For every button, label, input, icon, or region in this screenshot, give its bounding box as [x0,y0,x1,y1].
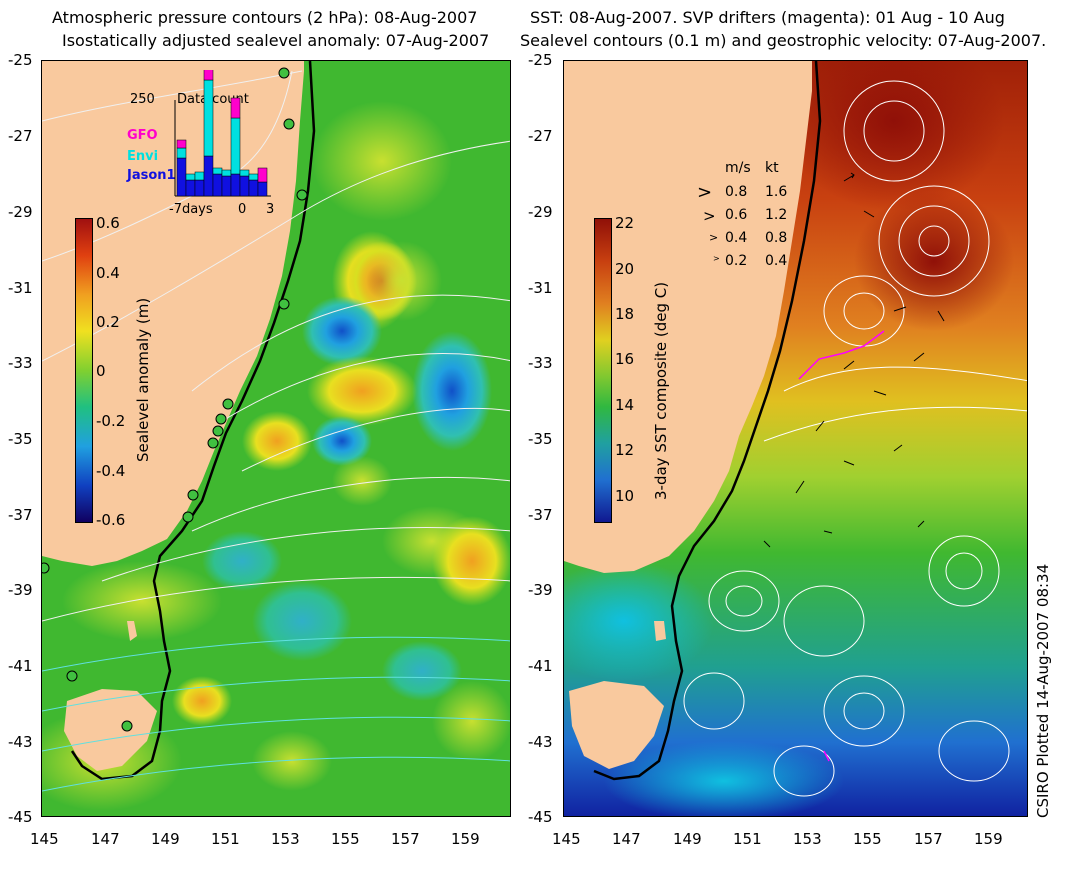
sealevel-colorbar-label: Sealevel anomaly (m) [134,297,152,462]
sst-colorbar-tick: 14 [615,396,635,414]
data-count-inset: 250 Data count GFO Envi Jason1 -7days 0 … [125,70,285,220]
lat-tick-left: -25 [8,51,33,69]
velocity-legend-ms: 0.4 [725,230,748,246]
lon-tick-right: 155 [853,830,882,848]
data-count-max: 250 [130,92,155,107]
credit-label: CSIRO Plotted 14-Aug-2007 08:34 [1034,563,1052,818]
sealevel-map-svg [42,61,510,816]
lon-tick-left: 159 [451,830,480,848]
lat-tick-left: -29 [8,203,33,221]
lat-tick-right: -41 [528,657,553,675]
legend-jason1: Jason1 [127,168,176,183]
sst-colorbar-tick: 18 [615,305,635,323]
velocity-legend-kt: 0.4 [765,253,788,269]
arrow-icon: > [697,182,713,203]
lon-tick-left: 153 [271,830,300,848]
sst-map[interactable] [563,60,1028,817]
sst-colorbar [594,218,612,523]
sealevel-anomaly-map[interactable] [41,60,511,817]
left-title-line1: Atmospheric pressure contours (2 hPa): 0… [52,8,478,27]
lon-tick-left: 147 [91,830,120,848]
lon-tick-left: 145 [30,830,59,848]
sealevel-colorbar-tick: -0.6 [96,511,126,529]
arrow-icon: > [709,231,719,244]
sealevel-colorbar-tick: 0.4 [96,264,120,282]
velocity-legend-kt: 1.2 [765,207,788,223]
data-count-tick: 0 [238,202,247,217]
lat-tick-right: -43 [528,733,553,751]
arrow-icon: > [703,207,716,225]
sst-colorbar-tick: 12 [615,441,635,459]
legend-gfo: GFO [127,128,158,143]
lat-tick-left: -35 [8,430,33,448]
lon-tick-right: 147 [612,830,641,848]
lat-tick-right: -27 [528,127,553,145]
lon-tick-right: 159 [974,830,1003,848]
lat-tick-right: -31 [528,279,553,297]
lat-tick-right: -35 [528,430,553,448]
lon-tick-right: 149 [673,830,702,848]
left-title-line2: Isostatically adjusted sealevel anomaly:… [62,31,490,50]
sst-colorbar-label: 3-day SST composite (deg C) [652,281,670,500]
right-title-line2: Sealevel contours (0.1 m) and geostrophi… [520,31,1047,50]
sealevel-colorbar-tick: -0.2 [96,412,126,430]
lat-tick-right: -37 [528,506,553,524]
velocity-legend-ms: 0.6 [725,207,748,223]
sst-map-svg [564,61,1027,816]
lon-tick-left: 149 [151,830,180,848]
arrow-icon: > [713,254,720,263]
right-title-line1: SST: 08-Aug-2007. SVP drifters (magenta)… [530,8,1005,27]
lat-tick-left: -39 [8,581,33,599]
velocity-legend-kt: 1.6 [765,184,788,200]
velocity-legend: m/s kt > 0.8 1.6 > 0.6 1.2 > 0.4 0.8 > 0… [695,160,805,275]
sst-colorbar-tick: 10 [615,487,635,505]
lat-tick-left: -43 [8,733,33,751]
sst-colorbar-tick: 20 [615,260,635,278]
lon-tick-right: 151 [733,830,762,848]
sst-colorbar-tick: 16 [615,350,635,368]
lon-tick-left: 157 [391,830,420,848]
lat-tick-left: -37 [8,506,33,524]
velocity-legend-kt-header: kt [765,160,779,176]
lat-tick-left: -45 [8,808,33,826]
sealevel-colorbar [75,218,93,523]
lat-tick-right: -39 [528,581,553,599]
lon-tick-right: 145 [552,830,581,848]
sealevel-colorbar-tick: -0.4 [96,462,126,480]
legend-envi: Envi [127,149,159,164]
velocity-legend-ms-header: m/s [725,160,751,176]
lon-tick-right: 157 [914,830,943,848]
sealevel-colorbar-tick: 0.2 [96,313,120,331]
lat-tick-right: -45 [528,808,553,826]
data-count-bars [174,70,271,197]
lon-tick-left: 155 [331,830,360,848]
sealevel-colorbar-tick: 0 [96,362,106,380]
lat-tick-right: -29 [528,203,553,221]
lat-tick-right: -25 [528,51,553,69]
velocity-legend-kt: 0.8 [765,230,788,246]
lat-tick-right: -33 [528,354,553,372]
lat-tick-left: -31 [8,279,33,297]
data-count-tick: -7days [169,202,213,217]
lon-tick-left: 151 [211,830,240,848]
sst-colorbar-tick: 22 [615,214,635,232]
velocity-legend-ms: 0.8 [725,184,748,200]
lat-tick-left: -41 [8,657,33,675]
lon-tick-right: 153 [793,830,822,848]
sealevel-colorbar-tick: 0.6 [96,214,120,232]
velocity-legend-ms: 0.2 [725,253,748,269]
lat-tick-left: -27 [8,127,33,145]
lat-tick-left: -33 [8,354,33,372]
data-count-tick: 3 [266,202,275,217]
